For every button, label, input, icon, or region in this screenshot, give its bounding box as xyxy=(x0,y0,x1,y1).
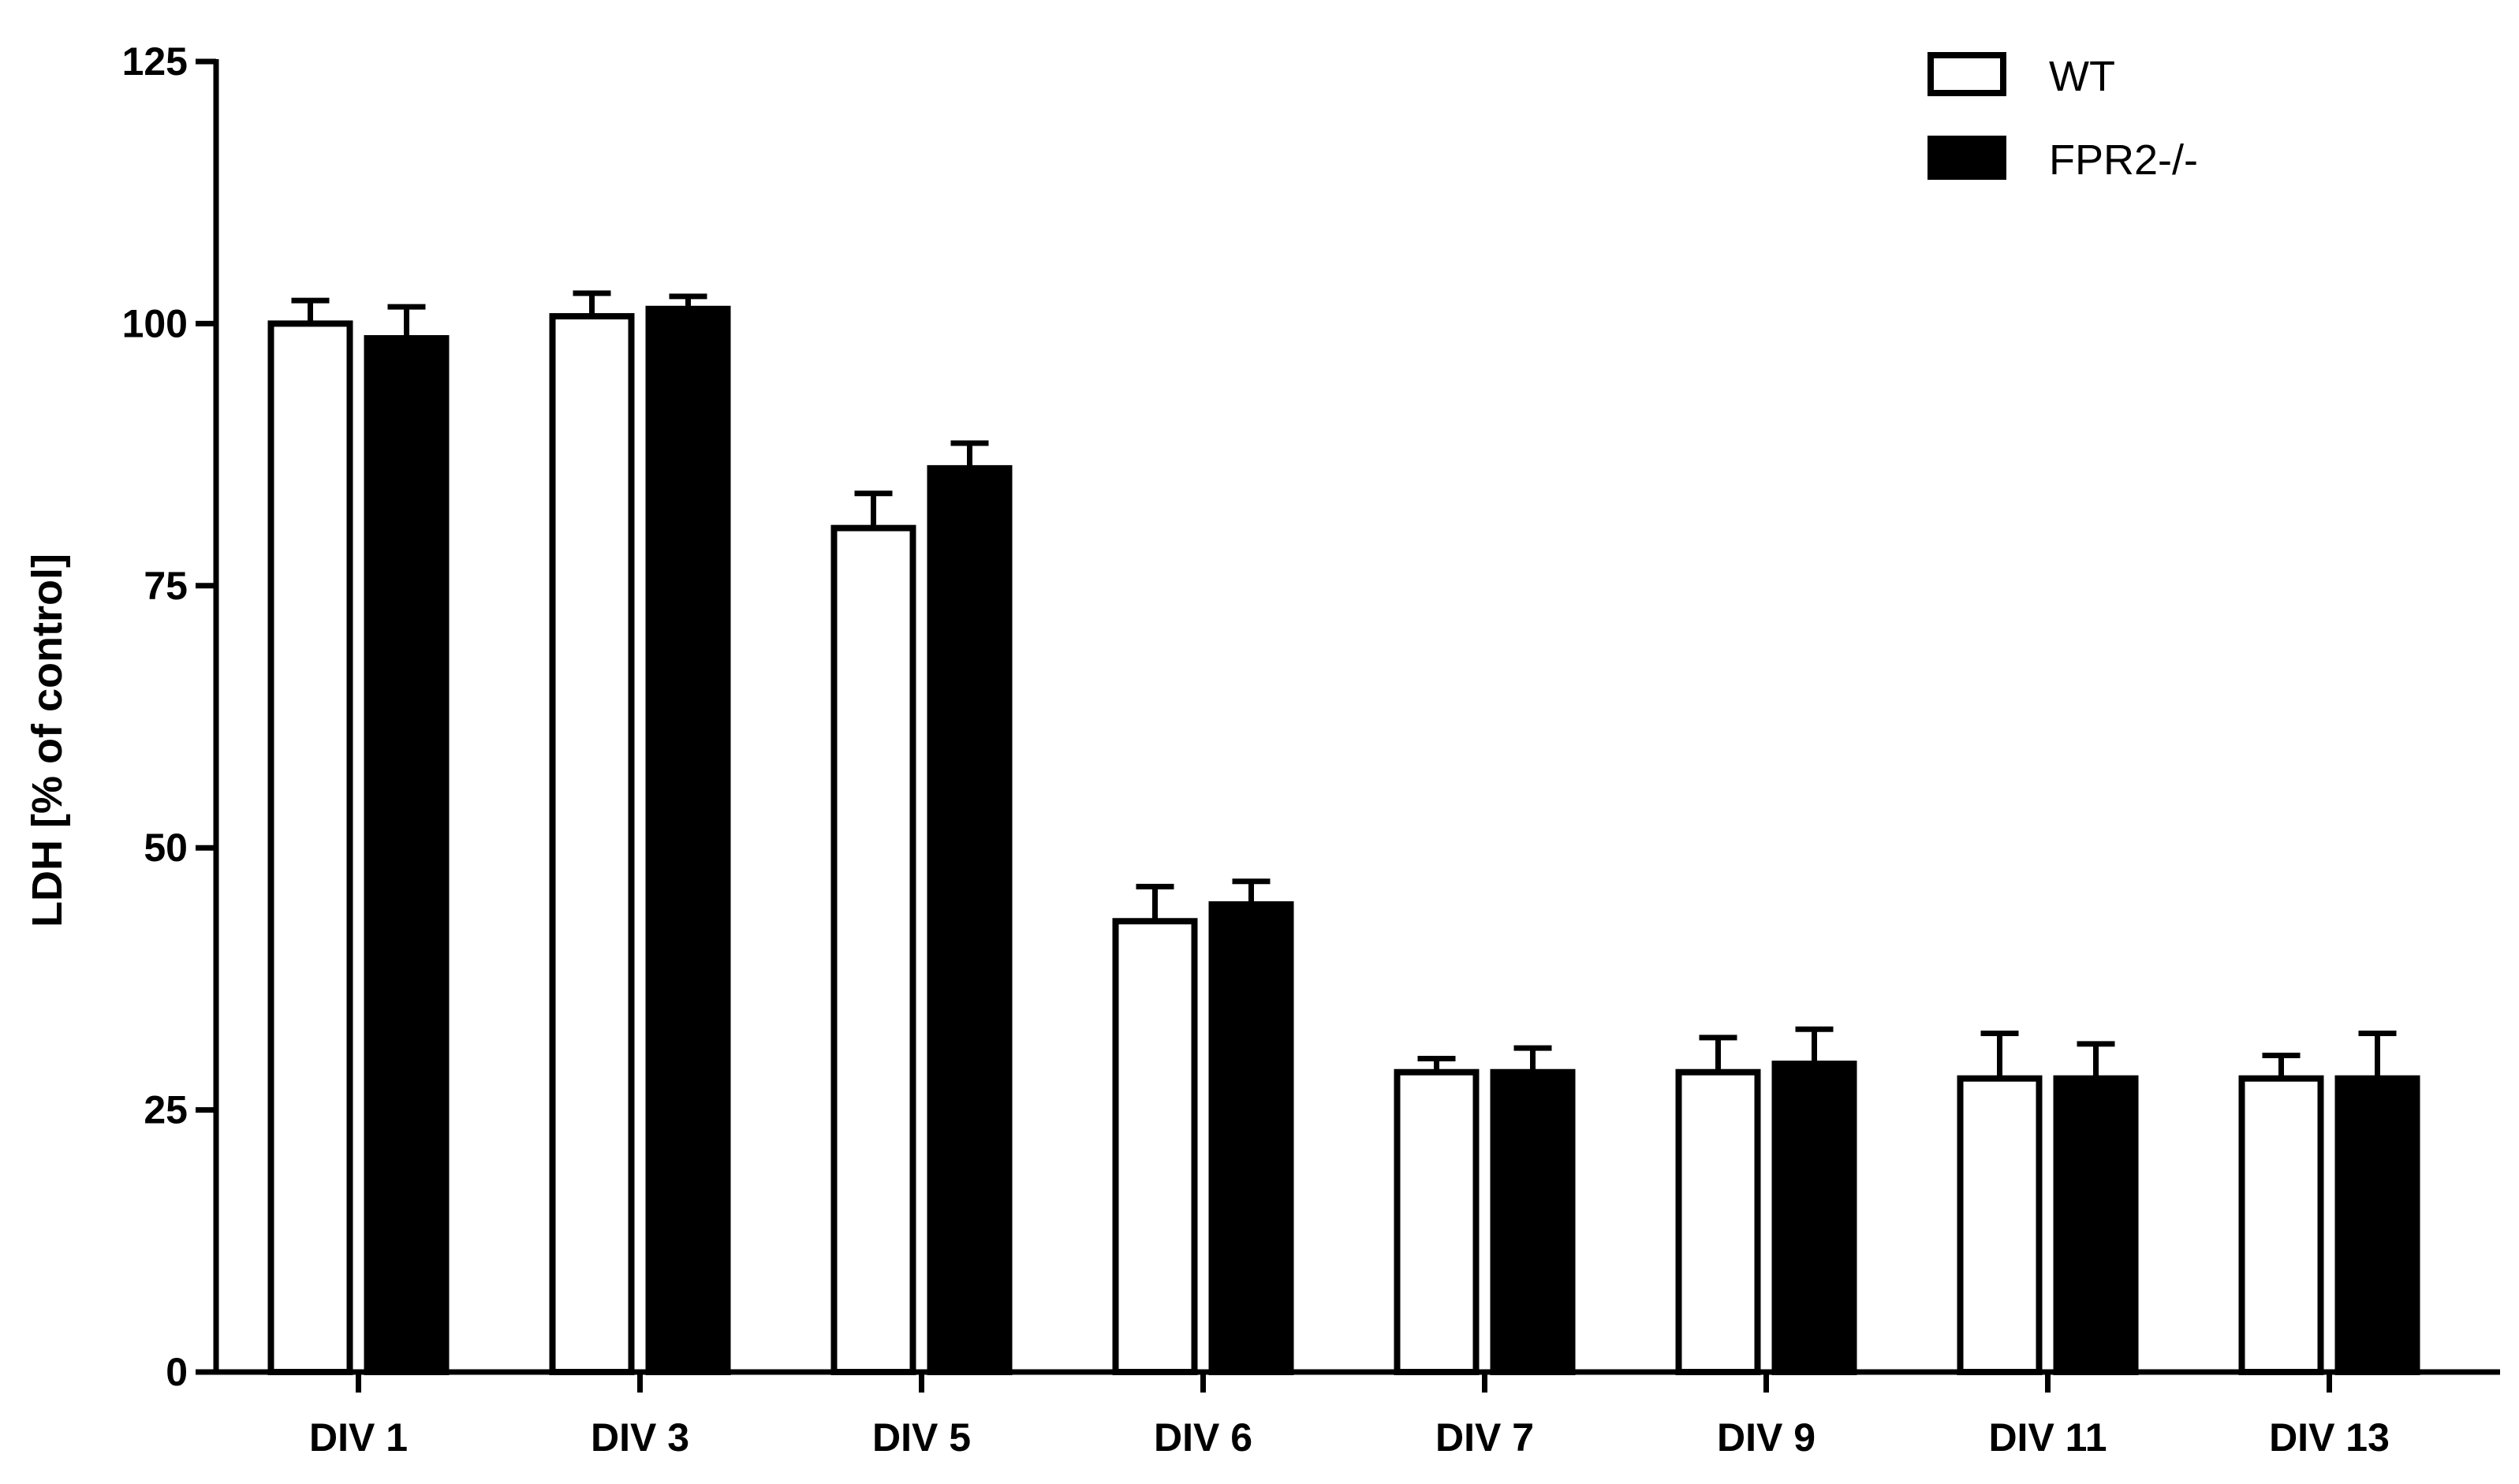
bar-fpr2 xyxy=(1490,1068,1576,1375)
x-tick-label: DIV 11 xyxy=(1988,1415,2107,1460)
bar-wt xyxy=(1394,1068,1480,1375)
bar-wt xyxy=(2238,1075,2324,1376)
y-tick-label: 0 xyxy=(166,1350,188,1394)
bar-wt xyxy=(1112,918,1198,1375)
bar-wt xyxy=(267,320,353,1375)
bar-fpr2 xyxy=(364,335,450,1375)
x-tick-label: DIV 6 xyxy=(1154,1415,1252,1460)
y-tick-label: 100 xyxy=(122,301,188,345)
bar-wt xyxy=(1957,1075,2043,1376)
y-axis-ticks: 0 25 50 75 100 125 xyxy=(122,39,216,1394)
bar-fpr2 xyxy=(645,305,731,1375)
x-tick-label: DIV 13 xyxy=(2269,1415,2390,1460)
y-tick-label: 125 xyxy=(122,39,188,84)
y-tick-label: 25 xyxy=(144,1088,188,1132)
legend-label: WT xyxy=(2049,53,2115,100)
x-tick-label: DIV 7 xyxy=(1435,1415,1534,1460)
bar-wt xyxy=(549,313,635,1376)
bars-layer xyxy=(267,290,2420,1376)
x-tick-label: DIV 1 xyxy=(309,1415,408,1460)
legend-swatch-fpr2 xyxy=(1928,136,2006,180)
bar-wt xyxy=(830,524,916,1375)
bar-fpr2 xyxy=(1208,900,1294,1375)
bar-fpr2 xyxy=(2053,1075,2139,1376)
bar-fpr2 xyxy=(927,464,1013,1376)
bar-fpr2 xyxy=(1771,1061,1857,1376)
legend: WT FPR2-/- xyxy=(1928,52,2198,184)
x-axis-ticks: DIV 1 DIV 3 DIV 5 DIV 6 DIV 7 DIV 9 DIV 11 DIV … xyxy=(309,1372,2390,1460)
bar-fpr2 xyxy=(2334,1075,2420,1376)
x-tick-label: DIV 5 xyxy=(872,1415,971,1460)
y-axis-title: LDH [% of control] xyxy=(24,554,71,927)
legend-swatch-wt xyxy=(1928,52,2006,96)
y-tick-label: 50 xyxy=(144,826,188,870)
x-tick-label: DIV 3 xyxy=(591,1415,689,1460)
x-tick-label: DIV 9 xyxy=(1717,1415,1816,1460)
y-tick-label: 75 xyxy=(144,564,188,608)
bar-wt xyxy=(1675,1068,1761,1375)
legend-label: FPR2-/- xyxy=(2049,136,2198,184)
